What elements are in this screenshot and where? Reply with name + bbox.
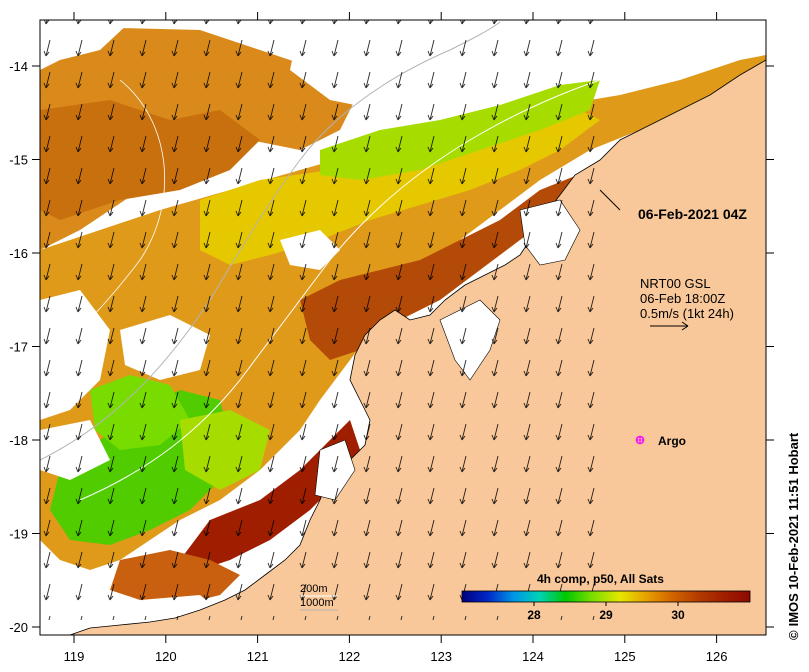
current-scale-arrow [650,321,689,331]
y-tick-label: -18 [9,433,28,448]
x-tick-label: 122 [339,649,361,664]
y-tick-label: -17 [9,340,28,355]
x-tick-label: 120 [155,649,177,664]
colorbar-title: 4h comp, p50, All Sats [537,572,664,586]
x-tick-label: 124 [522,649,544,664]
copyright-symbol: © [786,630,801,640]
x-axis: 119 120 121 122 123 124 125 126 [64,12,728,664]
plot-frame [39,19,767,636]
composite-pointer [599,189,621,211]
plot-area [40,20,766,635]
colorbar-tick-label: 29 [599,608,613,622]
argo-marker [635,435,645,445]
y-axis: -14 -15 -16 -17 -18 -19 -20 [9,59,774,635]
colorbar-ramp [461,590,751,603]
credit-label: IMOS 10-Feb-2021 11:51 Hobart [786,432,801,626]
y-tick-label: -15 [9,153,28,168]
x-tick-label: 123 [430,649,452,664]
y-tick-label: -16 [9,246,28,261]
isobath-200m-label: 200m [300,583,328,595]
current-time-label: 06-Feb 18:00Z [640,291,725,306]
y-tick-label: -14 [9,59,28,74]
colorbar-tick-label: 28 [527,608,541,622]
y-tick-label: -19 [9,527,28,542]
isobath-1000m-label: 1000m [300,597,334,609]
colorbar: 4h comp, p50, All Sats 28 29 30 [461,572,751,622]
credit-text: © IMOS 10-Feb-2021 11:51 Hobart [786,432,801,640]
current-scale-label: 0.5m/s (1kt 24h) [640,306,734,321]
x-tick-label: 119 [64,649,85,664]
colorbar-tick-label: 30 [671,608,685,622]
x-tick-label: 121 [247,649,269,664]
x-tick-label: 125 [614,649,636,664]
y-tick-label: -20 [9,620,28,635]
composite-time-label: 06-Feb-2021 04Z [638,206,747,222]
isobath-legend: 200m 1000m [300,583,338,611]
argo-label: Argo [658,434,686,448]
x-tick-label: 126 [706,649,728,664]
current-product-label: NRT00 GSL [640,276,711,291]
current-vectors [40,20,600,620]
